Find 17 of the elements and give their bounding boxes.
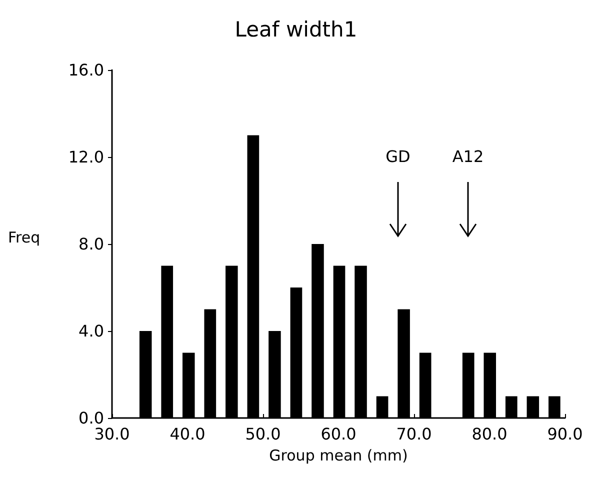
x-tick-label: 40.0 xyxy=(170,424,206,444)
x-tick-label: 30.0 xyxy=(94,424,130,444)
y-tick-label: 0.0 xyxy=(78,408,104,428)
x-tick-label: 80.0 xyxy=(472,424,508,444)
y-tick-label: 8.0 xyxy=(78,234,104,254)
annotation: A12 xyxy=(452,147,484,166)
y-tick-label: 12.0 xyxy=(68,148,104,166)
y-tick-label: 4.0 xyxy=(78,322,104,340)
x-tick-label: 90.0 xyxy=(547,424,583,444)
y-axis-title: Freq xyxy=(8,228,40,246)
x-tick-label: 60.0 xyxy=(320,424,356,444)
x-axis-title: Group mean (mm) xyxy=(269,446,408,464)
y-tick-label: 16.0 xyxy=(68,60,104,80)
annotation: GD xyxy=(386,147,410,166)
x-tick-label: 70.0 xyxy=(396,424,432,444)
chart-title: Leaf width1 xyxy=(234,18,358,42)
x-tick-label: 50.0 xyxy=(245,424,281,444)
